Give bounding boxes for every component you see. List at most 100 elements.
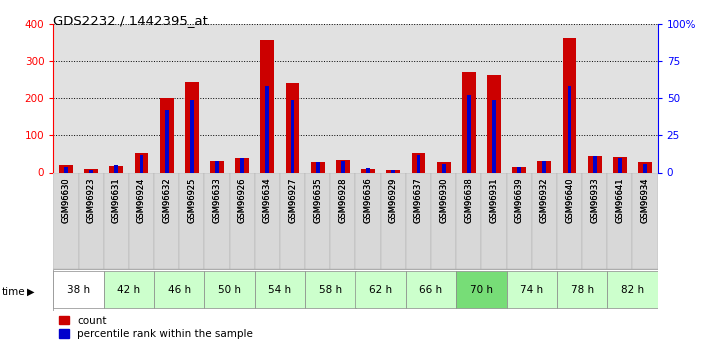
Bar [305, 172, 331, 269]
Bar [593, 156, 597, 172]
Bar [154, 271, 205, 308]
Text: GSM96641: GSM96641 [616, 177, 624, 223]
Bar [638, 162, 652, 172]
Text: GSM96928: GSM96928 [338, 177, 348, 223]
Bar [336, 160, 350, 172]
Bar [341, 161, 345, 172]
Bar [607, 172, 633, 269]
Text: GSM96639: GSM96639 [515, 177, 524, 223]
Text: time: time [1, 287, 25, 296]
Bar [532, 172, 557, 269]
Bar [154, 172, 179, 269]
Text: 82 h: 82 h [621, 285, 644, 295]
Text: GSM96630: GSM96630 [61, 177, 70, 223]
Bar [542, 161, 546, 172]
Bar [406, 271, 456, 308]
Text: GSM96637: GSM96637 [414, 177, 423, 223]
Bar [104, 172, 129, 269]
Bar [64, 167, 68, 172]
Text: GSM96640: GSM96640 [565, 177, 574, 223]
Bar [104, 271, 154, 308]
Bar [487, 75, 501, 172]
Text: 42 h: 42 h [117, 285, 141, 295]
Bar [557, 271, 607, 308]
Bar [280, 172, 305, 269]
Bar [190, 100, 194, 172]
Text: GSM96930: GSM96930 [439, 177, 448, 223]
Bar [109, 166, 123, 172]
Bar [361, 169, 375, 172]
Text: GSM96636: GSM96636 [363, 177, 373, 223]
Bar [230, 24, 255, 172]
Text: GSM96635: GSM96635 [314, 177, 322, 223]
Bar [506, 172, 532, 269]
Bar [380, 24, 406, 172]
Text: 58 h: 58 h [319, 285, 342, 295]
Bar [557, 24, 582, 172]
Bar [331, 24, 356, 172]
Text: GSM96929: GSM96929 [389, 177, 397, 223]
Bar [557, 172, 582, 269]
Bar [134, 153, 149, 172]
Text: GSM96632: GSM96632 [162, 177, 171, 223]
Text: GSM96636: GSM96636 [363, 177, 373, 223]
Bar [154, 24, 179, 172]
Bar [366, 168, 370, 172]
Bar [582, 172, 607, 269]
Text: 66 h: 66 h [419, 285, 443, 295]
Bar [412, 153, 425, 172]
Bar [386, 169, 400, 172]
Bar [205, 172, 230, 269]
Bar [456, 172, 481, 269]
Bar [104, 24, 129, 172]
Text: GSM96630: GSM96630 [61, 177, 70, 223]
Text: GSM96924: GSM96924 [137, 177, 146, 223]
Text: GSM96925: GSM96925 [187, 177, 196, 223]
Bar [316, 162, 320, 172]
Text: 38 h: 38 h [67, 285, 90, 295]
Bar [240, 158, 244, 172]
Bar [255, 271, 305, 308]
Bar [265, 87, 269, 172]
Bar [179, 172, 205, 269]
Bar [356, 24, 380, 172]
Bar [59, 165, 73, 172]
Bar [506, 271, 557, 308]
Bar [129, 24, 154, 172]
Bar [185, 82, 199, 172]
Text: GSM96633: GSM96633 [213, 177, 222, 223]
Text: GSM96639: GSM96639 [515, 177, 524, 223]
Bar [230, 172, 255, 269]
Bar [633, 24, 658, 172]
Text: GSM96931: GSM96931 [489, 177, 498, 223]
Bar [53, 271, 104, 308]
Bar [139, 155, 144, 172]
Bar [567, 87, 572, 172]
Bar [391, 169, 395, 172]
Bar [165, 110, 169, 172]
Bar [160, 98, 173, 172]
Bar [481, 172, 506, 269]
Bar [78, 172, 104, 269]
Text: GSM96930: GSM96930 [439, 177, 448, 223]
Bar [462, 72, 476, 172]
Text: GSM96634: GSM96634 [263, 177, 272, 223]
Bar [260, 40, 274, 173]
Bar [506, 24, 532, 172]
Bar [431, 172, 456, 269]
Text: GSM96924: GSM96924 [137, 177, 146, 223]
Bar [588, 156, 602, 172]
Text: GSM96926: GSM96926 [237, 177, 247, 223]
Text: GSM96640: GSM96640 [565, 177, 574, 223]
Bar [53, 24, 78, 172]
Bar [538, 161, 551, 172]
Bar [643, 164, 647, 172]
Text: GSM96928: GSM96928 [338, 177, 348, 223]
Text: GSM96635: GSM96635 [314, 177, 322, 223]
Bar [205, 24, 230, 172]
Bar [517, 167, 521, 172]
Bar [114, 165, 118, 172]
Bar [481, 24, 506, 172]
Text: GSM96926: GSM96926 [237, 177, 247, 223]
Bar [305, 271, 356, 308]
